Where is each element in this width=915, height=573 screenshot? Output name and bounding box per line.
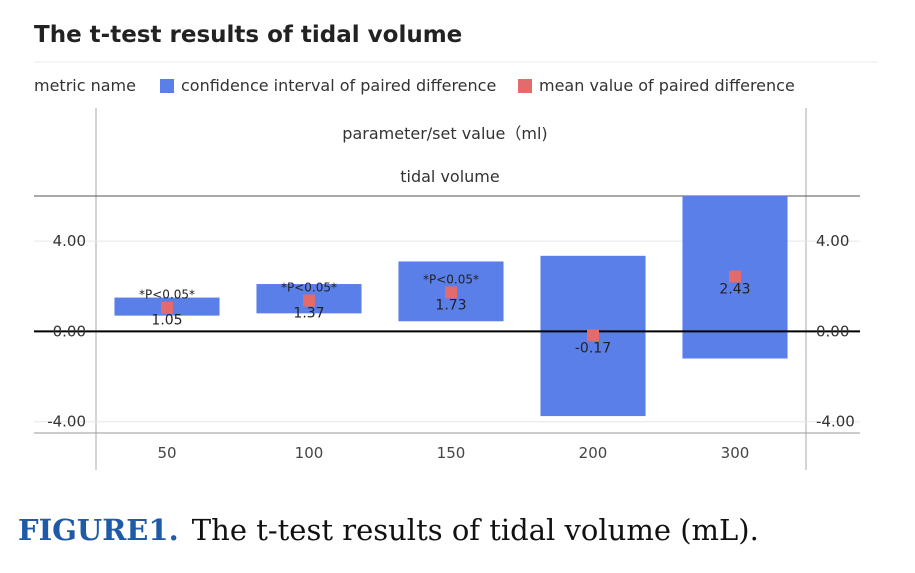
legend-swatch-interval — [160, 79, 174, 93]
mean-marker — [161, 301, 173, 314]
chart-title: The t-test results of tidal volume — [34, 22, 462, 48]
legend-swatch-mean — [518, 79, 532, 93]
legend-title: metric name — [34, 76, 136, 95]
y-tick-label-left: -4.00 — [47, 413, 86, 431]
x-tick-label: 50 — [157, 444, 176, 462]
y-tick-label-right: -4.00 — [816, 413, 855, 431]
legend-label-interval: confidence interval of paired difference — [181, 76, 496, 95]
caption-text: The t-test results of tidal volume (mL). — [192, 513, 759, 547]
group-label: parameter/set value（ml) — [342, 124, 547, 143]
y-tick-labels: 4.00 4.00 0.00 0.00 -4.00 -4.00 — [47, 232, 855, 431]
mean-value-label: 1.73 — [435, 297, 466, 313]
interval-bars — [114, 196, 788, 417]
y-tick-label-left: 0.00 — [53, 322, 86, 340]
caption-label: FIGURE1. — [18, 513, 179, 547]
y-tick-label-right: 4.00 — [816, 232, 849, 250]
x-tick-labels: 50 100 150 200 300 — [157, 444, 749, 462]
mean-markers — [161, 270, 741, 342]
significance-label: *P<0.05* — [281, 281, 337, 295]
significance-label: *P<0.05* — [139, 288, 195, 302]
sub-label: tidal volume — [400, 167, 499, 186]
mean-marker — [445, 286, 457, 299]
y-tick-label-right: 0.00 — [816, 322, 849, 340]
y-tick-label-left: 4.00 — [53, 232, 86, 250]
x-tick-label: 200 — [579, 444, 608, 462]
legend: metric name confidence interval of paire… — [34, 76, 795, 95]
legend-label-mean: mean value of paired difference — [539, 76, 795, 95]
x-tick-label: 150 — [437, 444, 466, 462]
svg-text:FIGURE1. The t-test resu: FIGURE1. The t-test results of tidal vol… — [18, 513, 759, 547]
mean-value-label: 1.37 — [293, 306, 324, 322]
mean-marker — [587, 329, 599, 342]
mean-marker — [729, 270, 741, 283]
x-tick-label: 300 — [721, 444, 750, 462]
x-tick-label: 100 — [295, 444, 324, 462]
figure-caption: FIGURE1. The t-test results of tidal vol… — [18, 513, 759, 547]
mean-value-label: -0.17 — [575, 340, 611, 356]
significance-label: *P<0.05* — [423, 272, 479, 286]
data-labels: 1.05 *P<0.05* 1.37 *P<0.05* 1.73 *P<0.05* -0.1… — [139, 272, 751, 356]
mean-marker — [303, 294, 315, 307]
mean-value-label: 1.05 — [151, 313, 182, 329]
mean-value-label: 2.43 — [719, 282, 750, 298]
